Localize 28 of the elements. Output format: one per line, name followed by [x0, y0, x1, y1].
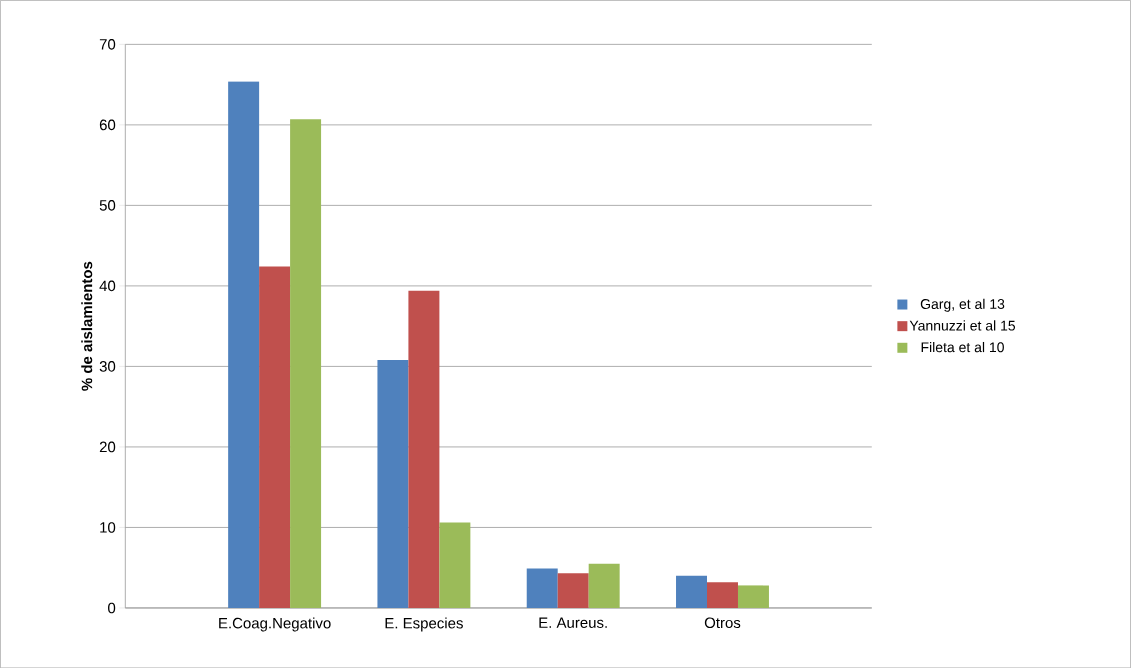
bar — [377, 359, 409, 608]
y-tick-label: 10 — [100, 521, 116, 533]
y-axis-title: % de aislamientos — [81, 261, 93, 391]
y-tick-label: 20 — [99, 441, 116, 453]
legend-label: Fileta et al 10 — [921, 341, 1004, 353]
bar — [676, 575, 707, 608]
bar — [526, 568, 558, 608]
bar — [737, 585, 769, 608]
legend-label: Yannuzzi et al 15 — [909, 320, 1016, 331]
x-tick-label: E.Coag.Negativo — [219, 617, 331, 632]
legend-label: Garg, et al 13 — [920, 298, 1005, 312]
x-tick-label: E. Especies — [385, 617, 463, 632]
bar — [228, 81, 260, 608]
y-tick-label: 0 — [108, 602, 116, 614]
x-tick-label: E. Aureus. — [539, 617, 607, 628]
bar — [557, 573, 589, 608]
bar — [707, 582, 738, 608]
y-tick-label: 60 — [99, 119, 116, 131]
x-tick-label: Otros — [704, 617, 741, 628]
bar — [588, 563, 620, 608]
bar — [408, 290, 440, 608]
bar — [290, 119, 322, 608]
y-tick-label: 70 — [99, 38, 116, 50]
y-tick-label: 50 — [99, 199, 116, 211]
y-tick-label: 30 — [99, 360, 116, 372]
y-tick-label: 40 — [99, 280, 116, 292]
bar — [439, 522, 471, 608]
bar — [259, 266, 291, 608]
